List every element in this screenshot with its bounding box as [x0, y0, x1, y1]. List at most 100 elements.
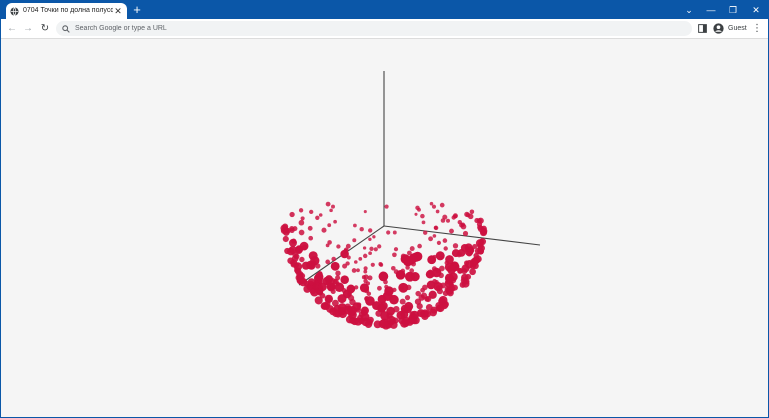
scene-point [445, 286, 454, 295]
scene-point [365, 296, 375, 306]
scene-point [307, 225, 313, 231]
tab-title: 0704 Точки по долна полусфе [23, 7, 113, 14]
scene-point [299, 256, 305, 263]
forward-arrow-right-icon[interactable]: → [23, 23, 33, 34]
title-bar: 0704 Точки по долна полусфе ✕ + ⌄ — ❐ ✕ [1, 1, 768, 19]
scene-point [410, 310, 419, 320]
scene-point [359, 283, 370, 293]
scene-point [354, 317, 363, 326]
scene-point [415, 290, 421, 297]
scene-point [477, 217, 484, 224]
scene-point [310, 255, 320, 266]
reload-icon[interactable]: ↻ [40, 23, 50, 34]
scene-point [467, 213, 474, 220]
back-arrow-left-icon[interactable]: ← [7, 23, 17, 34]
scene-point [289, 227, 295, 233]
scene-point [461, 273, 469, 282]
scene-point [423, 230, 428, 235]
scene-point [378, 271, 389, 282]
scene-point [370, 262, 375, 267]
side-panel-icon[interactable] [698, 24, 707, 33]
globe-icon [10, 6, 19, 16]
scene-point [475, 239, 484, 247]
scene-point [368, 251, 372, 256]
scene-point [431, 204, 437, 209]
scene-point [335, 270, 341, 276]
scene-point [324, 294, 334, 304]
scene-point [452, 243, 459, 249]
scene-point [427, 255, 437, 265]
tab-active[interactable]: 0704 Точки по долна полусфе ✕ [6, 3, 127, 19]
scene-point [379, 318, 389, 328]
scene-point [404, 301, 414, 311]
scene-point [433, 281, 443, 292]
scene-point [331, 204, 335, 209]
omnibox[interactable] [56, 21, 692, 36]
scene-point [429, 308, 437, 317]
scene-point [379, 301, 388, 311]
scene-point [386, 230, 391, 235]
scene-point [479, 229, 488, 237]
scene-point [325, 201, 331, 207]
scene-point [346, 284, 356, 294]
scene-point [439, 202, 445, 208]
scene-point [431, 267, 442, 278]
scene-point [429, 201, 434, 206]
scene-point [296, 270, 304, 279]
scene-point [373, 247, 378, 252]
scene-point [363, 266, 368, 271]
points-group [280, 201, 488, 330]
scene-point [392, 252, 397, 258]
scene-point [404, 294, 411, 301]
scene-point [362, 253, 368, 259]
scene-point [452, 284, 458, 291]
scene-point [451, 249, 460, 258]
scene-point [372, 235, 376, 239]
scene-point [379, 262, 384, 267]
scene-point [309, 209, 314, 215]
scene-point [428, 290, 437, 299]
axis-x [383, 225, 541, 246]
scene-point [457, 249, 466, 257]
scene-point [444, 273, 454, 283]
scene-point [353, 223, 357, 228]
scene-point [352, 302, 362, 311]
scene-point [369, 246, 374, 251]
scene-point [460, 223, 467, 230]
kebab-menu-icon[interactable]: ⋮ [752, 23, 762, 34]
scene-point [361, 275, 366, 280]
scene-point [426, 280, 436, 290]
scene-point [298, 208, 304, 213]
scene-point [325, 243, 330, 248]
scene-point [287, 257, 294, 264]
scene-point [449, 228, 454, 234]
hemisphere-scene[interactable] [1, 39, 768, 417]
scene-point [321, 302, 329, 310]
restore-icon[interactable]: ❐ [728, 5, 738, 15]
scene-point [421, 220, 426, 225]
profile-button[interactable]: Guest [713, 22, 747, 35]
scene-point [356, 268, 360, 273]
scene-point [336, 244, 341, 249]
tab-close-icon[interactable]: ✕ [114, 6, 122, 16]
new-tab-button[interactable]: + [133, 2, 141, 17]
minimize-icon[interactable]: — [706, 5, 716, 15]
scene-point [461, 264, 470, 273]
scene-point [360, 312, 370, 322]
scene-point [477, 247, 485, 255]
tab-search-chevron-down-icon[interactable]: ⌄ [685, 5, 693, 15]
scene-point [288, 245, 297, 255]
scene-point [443, 246, 448, 251]
scene-point [392, 230, 397, 235]
scene-point [438, 297, 446, 305]
scene-point [362, 246, 367, 250]
scene-point [452, 213, 458, 219]
scene-point [386, 315, 396, 325]
omnibox-input[interactable] [75, 22, 635, 35]
webgl-viewport[interactable] [1, 39, 768, 417]
scene-point [414, 212, 418, 216]
scene-point [395, 270, 406, 280]
scene-point [331, 299, 339, 307]
window-close-icon[interactable]: ✕ [752, 5, 760, 15]
